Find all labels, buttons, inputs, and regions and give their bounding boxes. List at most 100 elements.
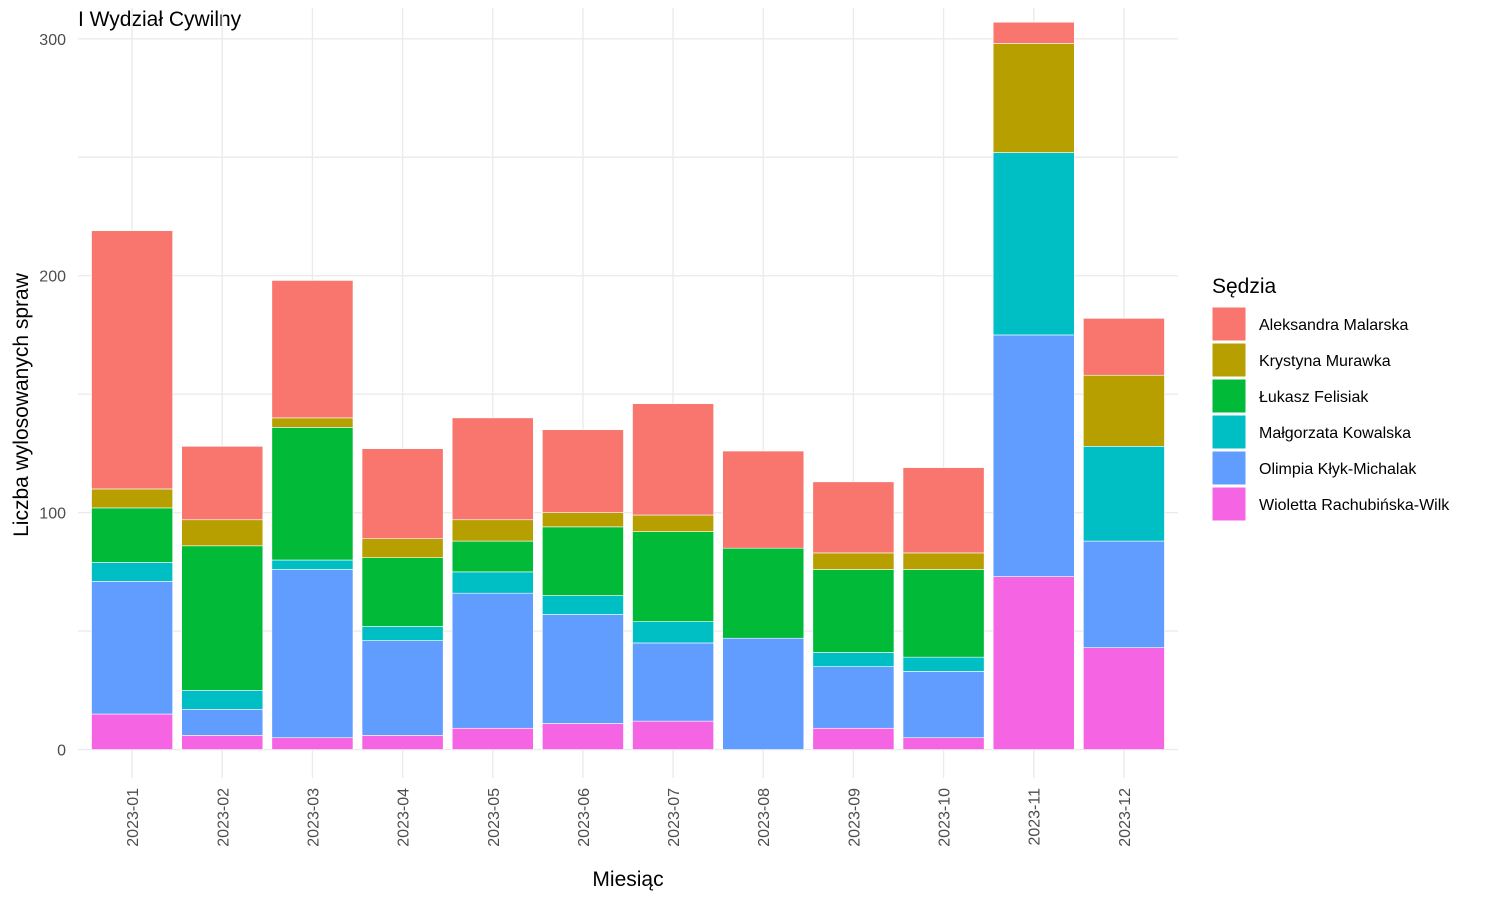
x-tick-labels: 2023-01 2023-02 2023-03 2023-04 2023-05 2023-… (125, 788, 1134, 847)
bar-segment (451, 540, 534, 573)
bar-segment (902, 656, 985, 672)
bar-segment (361, 448, 444, 540)
bars (91, 21, 1165, 750)
y-tick-labels: 0 100 200 300 (39, 32, 66, 760)
bar-segment (91, 230, 173, 490)
legend-key (1211, 378, 1247, 414)
bar-segment (812, 652, 895, 667)
x-tick-label: 2023-08 (756, 788, 773, 847)
bar-segment (1083, 446, 1165, 542)
bar-segment (902, 552, 985, 570)
bar-segment (271, 427, 354, 561)
y-tick-label: 100 (39, 506, 66, 523)
bar-segment (632, 514, 714, 532)
bar-segment (902, 569, 985, 658)
x-tick-label: 2023-09 (846, 788, 863, 847)
bar-segment (361, 557, 444, 627)
bar-segment (812, 727, 895, 750)
bar-segment (361, 538, 444, 558)
bar-segment (902, 737, 985, 750)
legend-label: Krystyna Murawka (1259, 353, 1391, 370)
bar-segment (451, 571, 534, 594)
bar-segment (542, 614, 624, 724)
x-axis-title: Miesiąc (592, 868, 663, 891)
legend-label: Olimpia Kłyk-Michalak (1259, 461, 1417, 478)
x-tick-label: 2023-01 (125, 788, 142, 847)
bar-segment (992, 21, 1075, 44)
bar-segment (1083, 318, 1165, 376)
bar-segment (992, 152, 1075, 336)
bar-segment (632, 403, 714, 516)
bar-segment (1083, 374, 1165, 447)
bar-segment (1083, 540, 1165, 648)
y-tick-label: 300 (39, 32, 66, 49)
bar-segment (181, 735, 264, 750)
legend-label: Aleksandra Malarska (1259, 317, 1409, 334)
x-tick-label: 2023-06 (576, 788, 593, 847)
legend-key (1211, 414, 1247, 450)
bar-segment (181, 519, 264, 547)
x-tick-label: 2023-04 (396, 788, 413, 847)
bar-segment (812, 481, 895, 554)
bar-segment (542, 723, 624, 750)
y-tick-label: 200 (39, 269, 66, 286)
bar-segment (992, 43, 1075, 153)
bar-segment (91, 581, 173, 715)
bar-segment (91, 507, 173, 563)
y-tick-label: 0 (57, 743, 66, 760)
bar-segment (812, 552, 895, 570)
bar-segment (181, 708, 264, 736)
bar-segment (451, 417, 534, 521)
bar-segment (271, 569, 354, 739)
x-tick-label: 2023-10 (937, 788, 954, 847)
bar-segment (361, 735, 444, 750)
bar-segment (812, 666, 895, 729)
bar-segment (271, 417, 354, 428)
x-tick-label: 2023-03 (305, 788, 322, 847)
legend-key (1211, 342, 1247, 378)
bar-segment (181, 690, 264, 710)
bar-segment (722, 637, 805, 750)
x-tick-label: 2023-11 (1027, 788, 1044, 846)
x-tick-label: 2023-05 (486, 788, 503, 847)
chart-title: I Wydział Cywilny (78, 8, 242, 31)
legend: Sędzia Aleksandra Malarska Krystyna Muraw… (1211, 275, 1450, 522)
y-axis-title: Liczba wylosowanych spraw (10, 272, 33, 537)
bar-segment (91, 562, 173, 582)
bar-segment (542, 429, 624, 513)
legend-key (1211, 306, 1247, 342)
bar-segment (451, 519, 534, 542)
bar-segment (542, 512, 624, 528)
x-tick-label: 2023-07 (666, 788, 683, 847)
x-tick-label: 2023-12 (1117, 788, 1134, 847)
bar-segment (992, 334, 1075, 577)
bar-segment (632, 642, 714, 722)
bar-segment (902, 467, 985, 554)
bar-segment (361, 640, 444, 736)
bar-segment (91, 713, 173, 750)
legend-key (1211, 450, 1247, 486)
legend-label: Łukasz Felisiak (1259, 389, 1369, 406)
bar-segment (451, 592, 534, 729)
bar-segment (181, 446, 264, 521)
bar-segment (181, 545, 264, 691)
bar-segment (451, 727, 534, 750)
bar-segment (271, 280, 354, 419)
bar-segment (632, 720, 714, 750)
bar-segment (902, 671, 985, 739)
bar-segment (542, 595, 624, 615)
bar-segment (542, 526, 624, 596)
legend-label: Małgorzata Kowalska (1259, 425, 1411, 442)
bar-segment (271, 559, 354, 570)
bar-segment (992, 576, 1075, 750)
legend-key (1211, 486, 1247, 522)
bar-segment (271, 737, 354, 750)
bar-segment (361, 626, 444, 641)
bar-segment (632, 531, 714, 622)
legend-title: Sędzia (1212, 275, 1277, 298)
legend-label: Wioletta Rachubińska-Wilk (1259, 497, 1450, 514)
x-tick-label: 2023-02 (215, 788, 232, 847)
bar-segment (812, 569, 895, 653)
bar-segment (722, 450, 805, 549)
